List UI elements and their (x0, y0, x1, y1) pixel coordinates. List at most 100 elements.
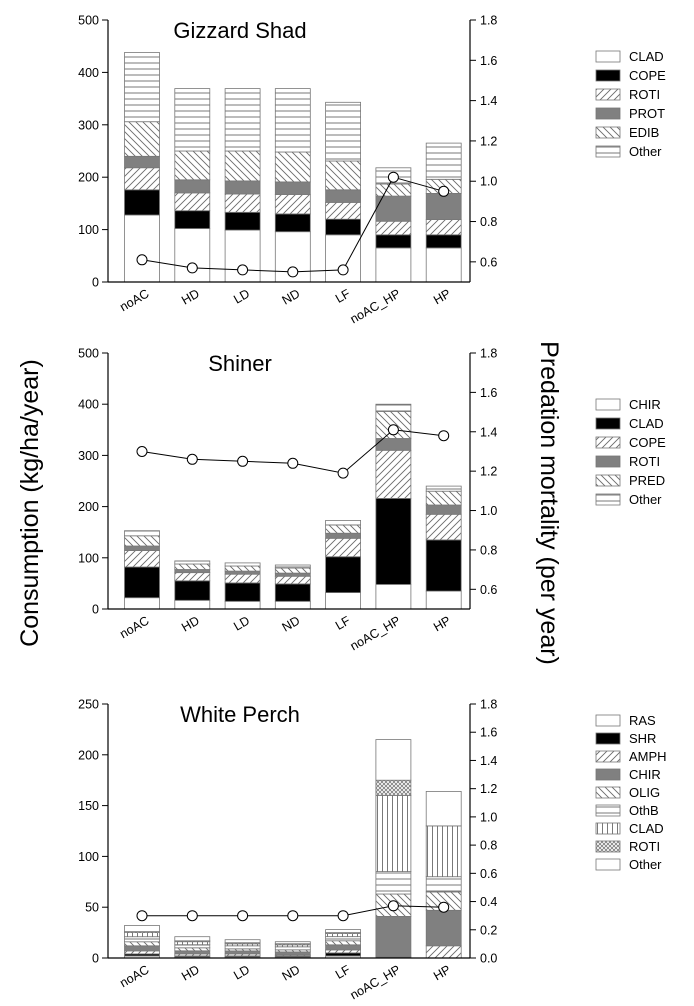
legend-label: ROTI (629, 87, 660, 102)
bar-segment-amph (425, 945, 462, 959)
x-tick-label: LF (333, 286, 353, 306)
y-tick-label: 100 (78, 223, 99, 237)
y-tick-label: 200 (78, 500, 99, 514)
bar-segment-other (325, 520, 362, 526)
y2-tick-label: 1.2 (480, 134, 497, 148)
bar-segment-olig (174, 947, 211, 952)
legend-label: PRED (629, 473, 665, 488)
bar-segment-chir (174, 599, 211, 610)
y2-tick-label: 0.8 (480, 543, 497, 557)
bar-segment-cope (224, 211, 261, 231)
bar-segment-chir (224, 950, 261, 955)
bar-segment-clad (325, 933, 362, 937)
bar-segment-edib (274, 151, 311, 183)
bar-segment-clad (425, 539, 462, 592)
bar-segment-cope (174, 572, 211, 582)
legend-label: Other (629, 144, 662, 159)
legend-swatch (595, 840, 621, 853)
bar-segment-clad (174, 941, 211, 946)
bar-segment-other (425, 142, 462, 180)
y2-tick-label: 0.4 (480, 895, 497, 909)
y2-tick-label: 0.6 (480, 583, 497, 597)
y-tick-label: 500 (78, 14, 99, 28)
legend-swatch (595, 750, 621, 763)
legend-label: OLIG (629, 785, 660, 800)
bar-segment-prot (375, 195, 412, 222)
bar-segment-cope (274, 213, 311, 233)
mortality-point (438, 430, 450, 442)
y-tick-label: 100 (78, 551, 99, 565)
mortality-point (136, 446, 148, 457)
legend-label: PROT (629, 106, 665, 121)
mortality-point (237, 455, 249, 467)
legend-label: OthB (629, 803, 659, 818)
bar-segment-prot (274, 181, 311, 195)
bar-segment-cope (425, 513, 462, 541)
legend-label: CLAD (629, 49, 664, 64)
bar-segment-other (325, 101, 362, 162)
bar-segment-olig (325, 940, 362, 946)
legend-swatch (595, 436, 621, 449)
legend-label: RAS (629, 713, 656, 728)
legend-swatch (595, 804, 621, 817)
bar-segment-pred (425, 490, 462, 506)
bar-segment-chir (425, 590, 462, 610)
panel-title: White Perch (180, 702, 300, 727)
bar-segment-clad (375, 247, 412, 283)
bar-segment-other (224, 88, 261, 152)
bar-segment-prot (174, 179, 211, 194)
bar-segment-clad (425, 247, 462, 283)
y2-tick-label: 1.4 (480, 754, 497, 768)
x-tick-label: noAC (117, 962, 151, 990)
x-tick-label: LF (333, 962, 353, 982)
bar-segment-othb (274, 946, 311, 951)
x-tick-label: noAC (117, 286, 151, 314)
bar-segment-roti (325, 201, 362, 220)
y2-tick-label: 1.4 (480, 94, 497, 108)
y-tick-label: 200 (78, 748, 99, 762)
y2-tick-label: 0.6 (480, 867, 497, 881)
bar-segment-clad (375, 497, 412, 585)
x-tick-label: HD (179, 962, 202, 983)
bar-segment-cope (174, 210, 211, 229)
x-tick-label: HD (179, 613, 202, 634)
y2-tick-label: 1.2 (480, 782, 497, 796)
bar-segment-chir (325, 944, 362, 951)
bar-segment-prot (224, 180, 261, 195)
bar-segment-roti (124, 167, 160, 191)
x-tick-label: ND (280, 286, 303, 307)
bar-segment-olig (224, 948, 261, 952)
bar-segment-edib (375, 183, 412, 197)
y2-tick-label: 1.0 (480, 504, 497, 518)
y2-tick-label: 0.6 (480, 255, 497, 269)
bar-segment-amph (124, 950, 160, 955)
y2-tick-label: 1.8 (480, 347, 497, 361)
legend-swatch (595, 69, 621, 82)
legend-swatch (595, 398, 621, 411)
left-axis-label: Consumption (kg/ha/year) (16, 359, 44, 647)
bar-segment-cope (274, 575, 311, 585)
bar-segment-other (274, 88, 311, 153)
bar-segment-roti (174, 192, 211, 212)
x-tick-label: HP (431, 962, 453, 983)
y-tick-label: 300 (78, 449, 99, 463)
bar-segment-cope (375, 449, 412, 499)
bar-segment-pred (174, 563, 211, 570)
bar-segment-pred (124, 535, 160, 547)
bar-segment-clad (124, 566, 160, 599)
bar-segment-chir (274, 951, 311, 956)
bar-segment-othb (425, 876, 462, 893)
y-tick-label: 400 (78, 398, 99, 412)
x-tick-label: LD (231, 962, 252, 982)
bar-segment-olig (274, 949, 311, 953)
y-tick-label: 50 (85, 901, 99, 915)
y-tick-label: 250 (78, 698, 99, 712)
y-tick-label: 0 (92, 952, 99, 966)
mortality-point (287, 910, 299, 922)
legend-label: COPE (629, 435, 666, 450)
x-tick-label: HP (431, 286, 453, 307)
legend-swatch (595, 88, 621, 101)
